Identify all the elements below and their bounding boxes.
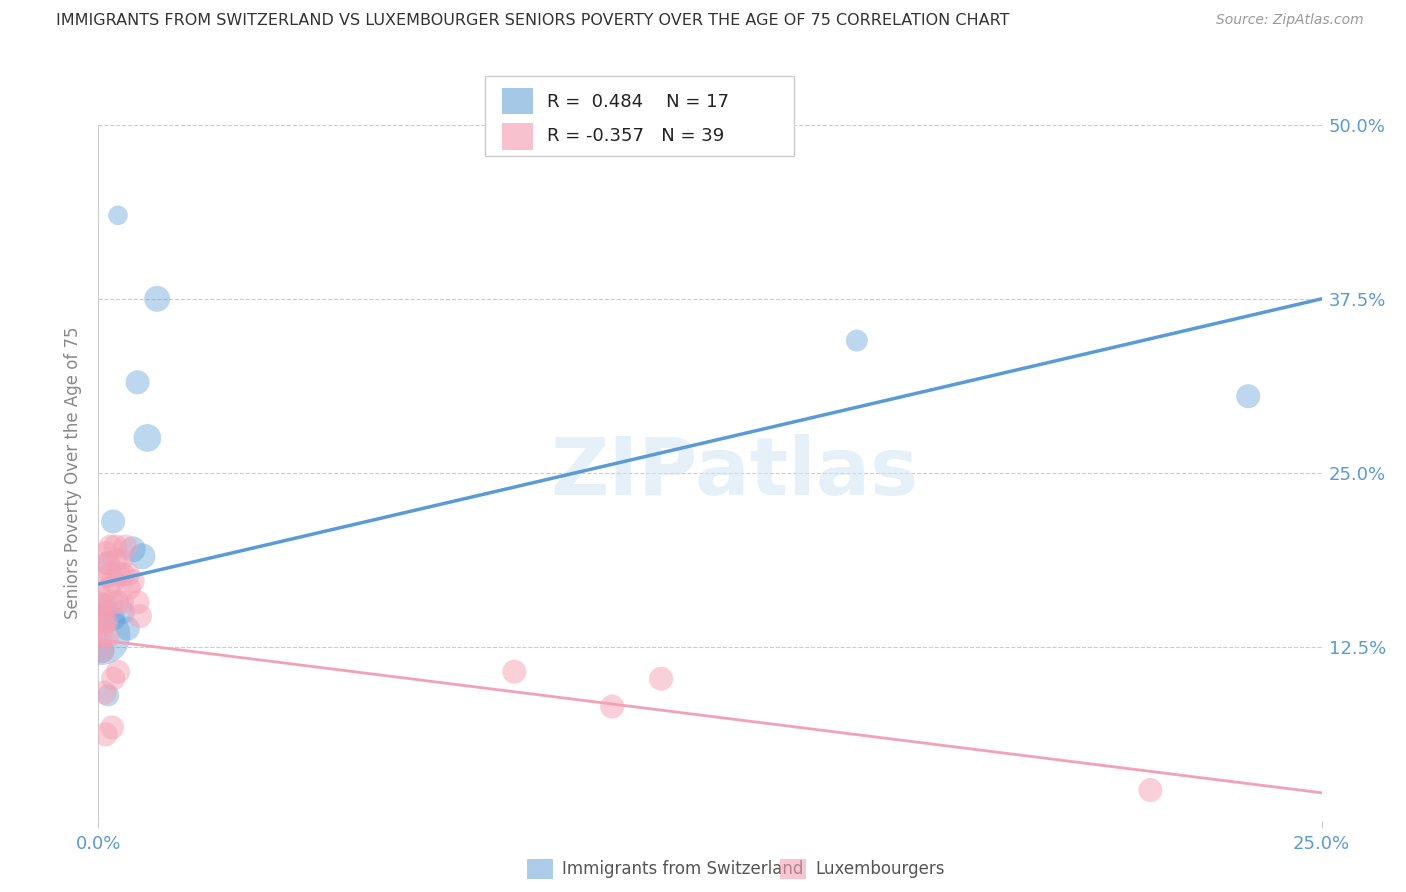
Point <box>90 629 112 643</box>
Y-axis label: Seniors Poverty Over the Age of 75: Seniors Poverty Over the Age of 75 <box>65 326 83 619</box>
Point <box>94 727 117 741</box>
Point <box>105 595 128 609</box>
Point <box>111 595 134 609</box>
Point <box>845 334 868 348</box>
Point <box>107 567 129 582</box>
Text: ZIPatlas: ZIPatlas <box>550 434 918 512</box>
Point <box>129 609 152 624</box>
Point <box>107 665 129 679</box>
Point <box>118 581 141 595</box>
Point <box>1139 783 1161 797</box>
Text: R =  0.484    N = 17: R = 0.484 N = 17 <box>547 94 728 112</box>
Point <box>90 630 112 644</box>
Point <box>101 595 124 609</box>
Point <box>1237 389 1260 403</box>
Point <box>101 574 124 589</box>
Point <box>94 615 117 629</box>
Point <box>96 556 118 570</box>
Text: Immigrants from Switzerland: Immigrants from Switzerland <box>562 860 804 878</box>
Point <box>91 598 114 612</box>
Text: Source: ZipAtlas.com: Source: ZipAtlas.com <box>1216 13 1364 28</box>
Point <box>97 568 120 582</box>
Point <box>90 603 112 617</box>
Point <box>97 556 120 570</box>
Point <box>100 540 122 554</box>
Text: R = -0.357   N = 39: R = -0.357 N = 39 <box>547 127 724 145</box>
Point <box>110 553 132 567</box>
Point <box>503 665 526 679</box>
Point <box>101 612 124 626</box>
Point <box>91 610 114 624</box>
Point <box>117 567 139 582</box>
Point <box>114 540 136 554</box>
Point <box>89 587 111 601</box>
Point <box>91 644 114 658</box>
Point <box>127 595 149 609</box>
Point <box>93 685 115 699</box>
Point <box>100 567 122 582</box>
Point <box>146 292 169 306</box>
Point <box>90 597 112 611</box>
Point <box>94 546 117 560</box>
Point <box>98 581 121 595</box>
Point <box>96 630 118 644</box>
Point <box>104 540 127 554</box>
Point <box>600 699 623 714</box>
Point <box>136 431 159 445</box>
Point <box>650 672 672 686</box>
Text: Luxembourgers: Luxembourgers <box>815 860 945 878</box>
Point <box>101 515 124 529</box>
Point <box>90 644 112 658</box>
Point <box>131 549 153 564</box>
Text: IMMIGRANTS FROM SWITZERLAND VS LUXEMBOURGER SENIORS POVERTY OVER THE AGE OF 75 C: IMMIGRANTS FROM SWITZERLAND VS LUXEMBOUR… <box>56 13 1010 29</box>
Point <box>101 720 124 734</box>
Point <box>104 553 127 567</box>
Point <box>127 376 149 390</box>
Point <box>97 689 120 703</box>
Point <box>111 567 134 582</box>
Point <box>107 208 129 222</box>
Point <box>111 605 134 619</box>
Point <box>91 617 114 632</box>
Point <box>121 542 143 557</box>
Point <box>117 622 139 636</box>
Point <box>121 574 143 589</box>
Point <box>101 672 124 686</box>
